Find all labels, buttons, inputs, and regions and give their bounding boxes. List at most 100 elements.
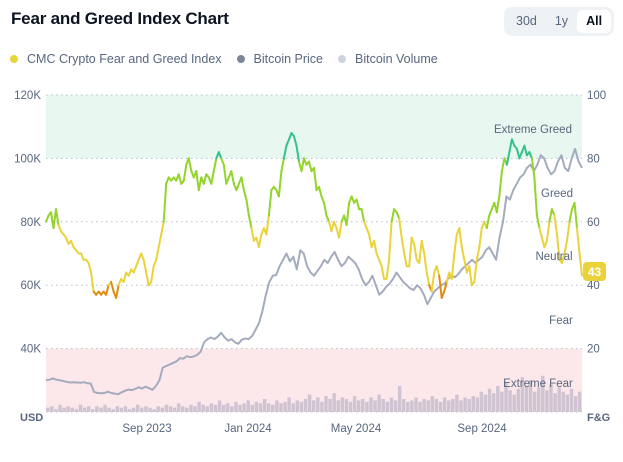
range-30d-button[interactable]: 30d (516, 14, 537, 28)
fear-greed-segment (135, 258, 140, 268)
volume-bar (172, 407, 177, 412)
volume-bar (226, 403, 230, 412)
fear-greed-segment (518, 151, 523, 160)
volume-bar (78, 404, 83, 412)
fear-greed-segment (578, 252, 583, 277)
fear-greed-segment (45, 214, 50, 223)
fear-greed-segment (533, 176, 538, 217)
time-range-selector: 30d 1y All (504, 7, 615, 36)
volume-bar (344, 398, 349, 412)
volume-bar (528, 380, 533, 412)
fear-greed-segment (523, 144, 528, 157)
fear-greed-segment (57, 224, 62, 233)
volume-bar (418, 401, 422, 412)
fear-greed-segment (556, 233, 561, 261)
fear-greed-segment (212, 157, 218, 173)
volume-bar (58, 404, 62, 412)
x-axis-tick: Sep 2023 (122, 423, 171, 435)
fear-greed-segment (530, 157, 536, 179)
volume-bar (246, 400, 250, 412)
fear-greed-segment (140, 252, 145, 261)
fear-greed-segment (217, 151, 223, 160)
fear-greed-segment (247, 214, 253, 230)
volume-bar (414, 397, 418, 412)
volume-bar (442, 397, 447, 412)
volume-bar (283, 401, 287, 412)
volume-bar (119, 407, 124, 412)
volume-bar (336, 400, 340, 412)
fear-greed-segment (242, 189, 248, 201)
volume-bar (62, 407, 66, 412)
fear-greed-segment (478, 227, 483, 249)
fear-greed-segment (280, 157, 285, 173)
fear-greed-segment (195, 170, 200, 192)
volume-bar (316, 397, 320, 412)
volume-bar (164, 404, 169, 412)
volume-bar (365, 401, 369, 412)
bitcoin-price-line (45, 147, 583, 396)
legend-item-bitcoin-volume[interactable]: Bitcoin Volume (338, 52, 438, 66)
volume-bar (352, 396, 357, 412)
fear-greed-segment (495, 195, 501, 214)
fear-greed-segment (235, 182, 240, 192)
volume-bar (426, 400, 430, 412)
volume-bar (275, 400, 279, 412)
volume-bar (557, 387, 561, 412)
volume-bar (127, 409, 132, 412)
range-1y-button[interactable]: 1y (554, 14, 569, 28)
fear-greed-segment (535, 214, 541, 230)
volume-bar (50, 406, 54, 412)
volume-bar (140, 407, 144, 412)
fear-greed-segment (373, 239, 378, 255)
legend-dot-icon (338, 55, 347, 63)
fear-greed-segment (157, 233, 163, 249)
fear-greed-segment (413, 243, 418, 261)
volume-bar (213, 404, 218, 412)
fear-greed-segment (222, 163, 228, 185)
x-axis-tick: Sep 2024 (457, 423, 507, 435)
volume-bar (512, 394, 516, 412)
volume-bar (209, 403, 214, 412)
volume-bar (107, 407, 111, 412)
fear-greed-segment (365, 227, 371, 236)
fear-greed-segment (160, 220, 165, 236)
fear-greed-segment (460, 246, 466, 261)
volume-bar (569, 388, 574, 412)
fear-greed-segment (475, 246, 481, 261)
volume-bar (381, 398, 385, 412)
right-axis-tick: 80 (587, 153, 600, 165)
fear-greed-segment (566, 220, 571, 242)
fear-greed-segment (265, 214, 270, 236)
volume-bar (111, 409, 115, 412)
fear-greed-segment (420, 239, 426, 255)
fear-greed-segment (267, 189, 273, 217)
fear-greed-segment (485, 214, 491, 230)
fear-greed-segment (210, 170, 215, 185)
right-axis-unit-label: F&G (587, 412, 610, 424)
fear-greed-segment (440, 290, 446, 299)
fear-greed-segment (300, 157, 305, 173)
x-axis-tick: Jan 2024 (224, 423, 272, 435)
fear-greed-segment (561, 252, 566, 264)
fear-greed-segment (295, 144, 300, 163)
range-all-button[interactable]: All (577, 10, 612, 33)
fear-greed-segment (202, 173, 208, 185)
fear-greed-segment (435, 265, 441, 277)
fear-greed-segment (400, 236, 406, 255)
fear-greed-segment (538, 227, 543, 239)
volume-bar (463, 397, 467, 412)
fear-greed-segment (105, 284, 110, 296)
legend-item-fear-greed[interactable]: CMC Crypto Fear and Greed Index (10, 52, 222, 66)
volume-bar (577, 391, 582, 412)
legend-dot-icon (10, 55, 18, 63)
fear-greed-segment (318, 185, 323, 198)
volume-bar (86, 406, 91, 412)
volume-bar (500, 391, 504, 412)
volume-bar (377, 394, 381, 412)
volume-bar (483, 394, 488, 412)
legend-item-bitcoin-price[interactable]: Bitcoin Price (236, 52, 323, 66)
chart-title: Fear and Greed Index Chart (11, 9, 229, 28)
volume-bar (553, 393, 557, 412)
fear-greed-segment (438, 274, 443, 299)
